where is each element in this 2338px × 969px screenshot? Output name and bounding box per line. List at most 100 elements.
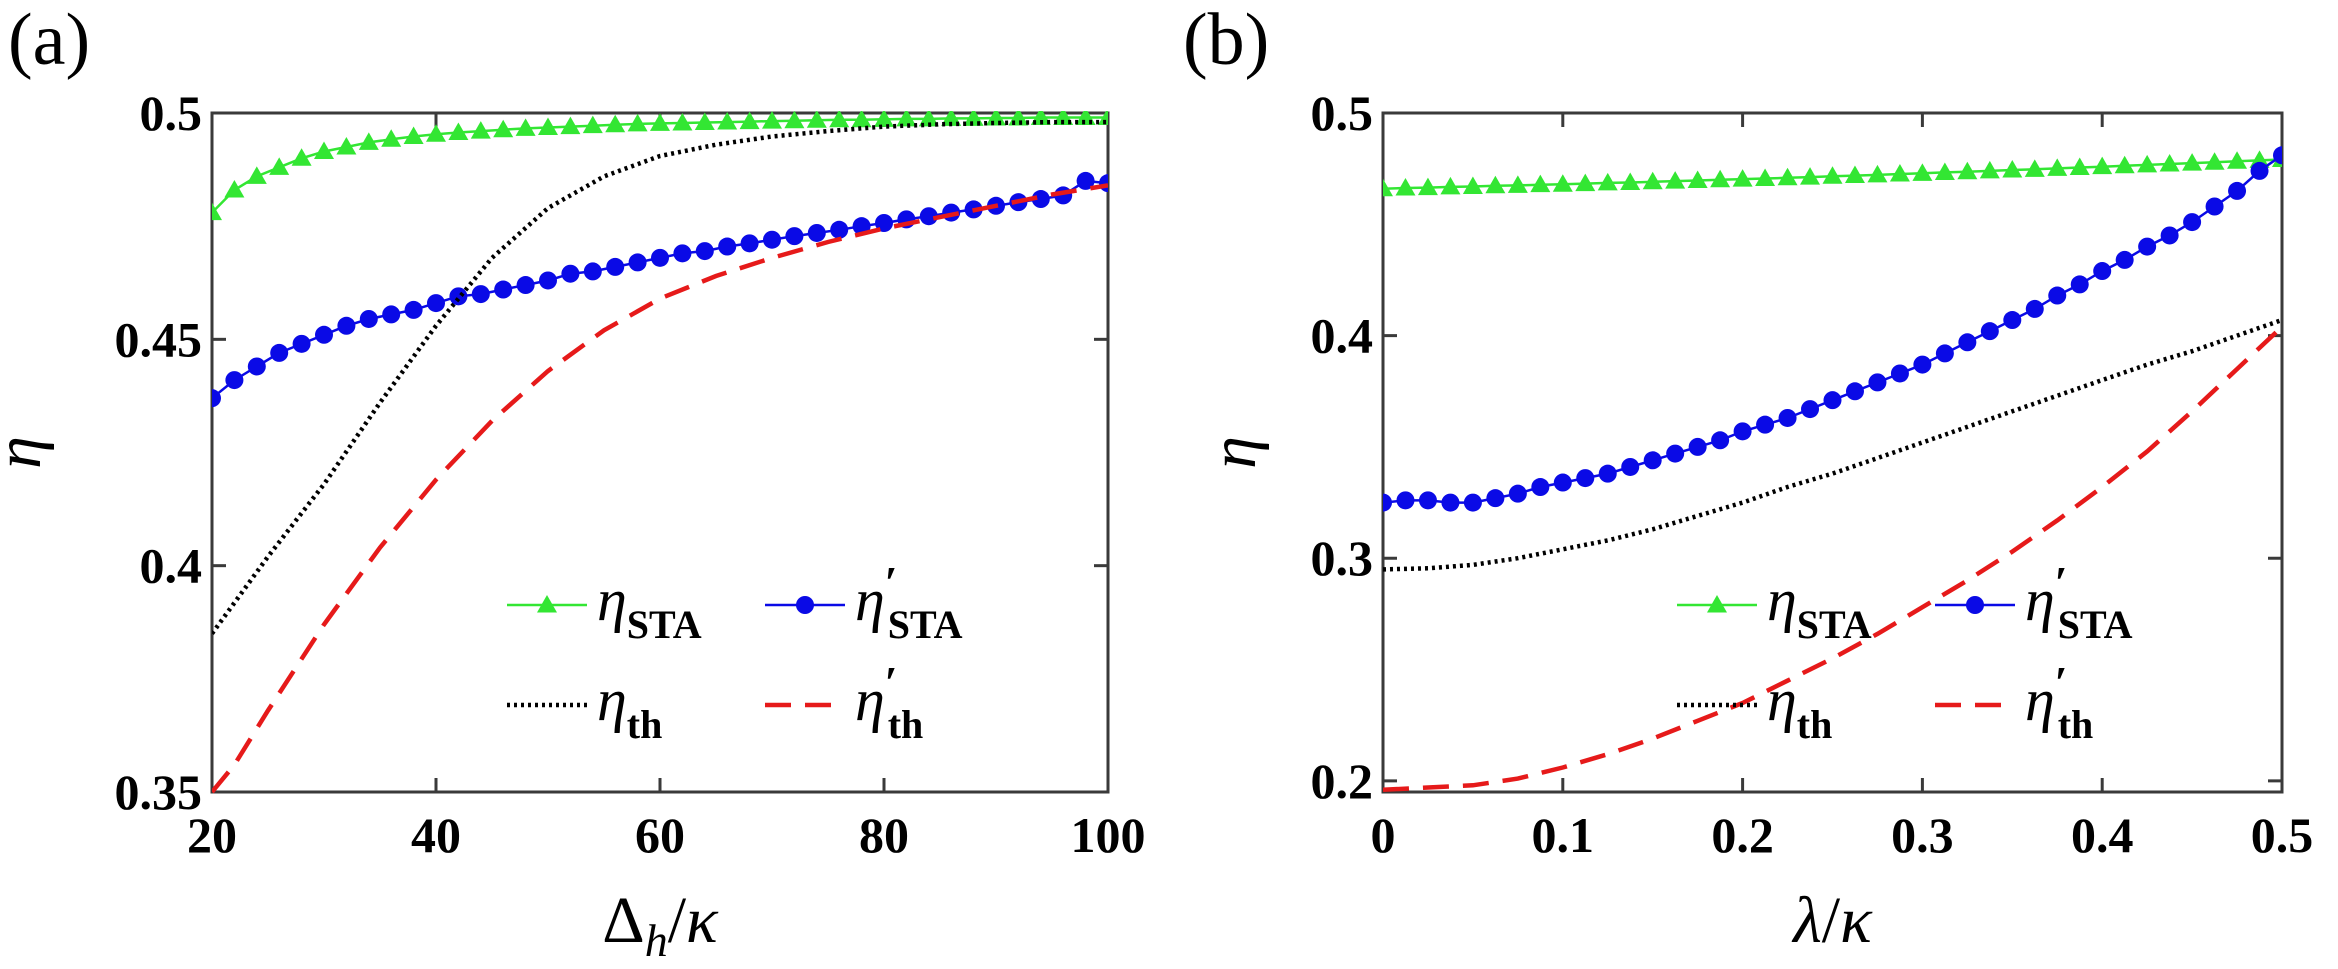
legend-label: ηSTA (597, 567, 702, 647)
data-point-eta-prime-sta (1396, 491, 1415, 510)
data-point-eta-prime-sta (449, 287, 468, 306)
data-point-eta-sta (2137, 154, 2158, 173)
data-point-eta-sta (1710, 169, 1731, 188)
data-point-eta-prime-sta (2048, 286, 2067, 305)
data-point-eta-prime-sta (1823, 391, 1842, 410)
data-layer (1383, 146, 2282, 793)
data-point-eta-prime-sta (606, 257, 625, 276)
legend-item-eta-prime-th: η′ th (765, 657, 923, 747)
data-point-eta-sta (1485, 175, 1506, 194)
data-point-eta-sta (762, 111, 782, 129)
legend-label: η′ th (2025, 657, 2093, 747)
data-point-eta-prime-sta (807, 223, 826, 242)
data-point-eta-sta (582, 115, 603, 134)
data-point-eta-sta (1844, 165, 1865, 184)
legend-marker (537, 595, 557, 613)
data-point-eta-sta (1530, 174, 1551, 193)
data-point-eta-sta (2047, 158, 2068, 176)
data-point-eta-sta (269, 157, 290, 175)
data-point-eta-prime-sta (1711, 431, 1730, 450)
data-point-eta-prime-sta (247, 357, 266, 376)
series-line-eta-prime-th (212, 183, 1108, 794)
data-point-eta-prime-sta (2003, 311, 2022, 330)
legend-item-eta-th: ηth (1677, 667, 1832, 747)
data-point-eta-prime-sta (382, 305, 401, 324)
data-point-eta-sta (1395, 178, 1416, 196)
data-point-eta-sta (986, 111, 1006, 126)
data-point-eta-sta (1755, 168, 1776, 186)
y-axis-label: η (1197, 436, 1270, 469)
y-tick-label: 0.3 (1311, 530, 1374, 586)
data-point-eta-sta (1912, 163, 1933, 181)
data-point-eta-prime-sta (270, 343, 289, 362)
data-point-eta-prime-sta (2250, 161, 2269, 180)
data-point-eta-sta (605, 114, 626, 133)
data-point-eta-prime-sta (1935, 344, 1954, 363)
data-point-eta-sta (2002, 159, 2023, 178)
data-point-eta-sta (1732, 169, 1753, 187)
x-tick-label: 0.5 (2251, 807, 2314, 863)
data-point-eta-prime-sta (1099, 174, 1108, 193)
x-tick-label: 0.1 (1532, 807, 1595, 863)
data-point-eta-sta (2069, 157, 2090, 176)
data-point-eta-sta (874, 111, 894, 127)
data-point-eta-sta (1800, 167, 1821, 185)
data-point-eta-sta (381, 129, 402, 147)
data-point-eta-prime-sta (427, 294, 445, 313)
data-point-eta-sta (2159, 153, 2180, 172)
data-point-eta-prime-sta (1890, 364, 1909, 383)
y-tick-label: 0.35 (115, 764, 203, 820)
data-point-eta-prime-sta (1383, 493, 1392, 512)
x-axis-label: λ/κ (1791, 884, 1873, 957)
data-point-eta-sta (2092, 156, 2113, 175)
series-line-eta-th (1383, 317, 2282, 572)
data-point-eta-prime-sta (2115, 250, 2134, 269)
y-tick-label: 0.5 (1311, 85, 1374, 141)
y-axis-label: η (0, 436, 55, 469)
data-point-eta-sta (1462, 176, 1483, 194)
data-point-eta-sta (1440, 176, 1461, 195)
data-point-eta-prime-sta (494, 280, 513, 299)
data-point-eta-prime-sta (1076, 171, 1095, 190)
legend-label: η′ STA (855, 557, 963, 647)
data-point-eta-sta (1979, 160, 2000, 179)
data-point-eta-sta (2182, 153, 2203, 171)
data-point-eta-prime-sta (2160, 226, 2179, 245)
legend: ηSTA η′ STA ηth η′ th (1677, 557, 2133, 747)
legend-label: η′ STA (2025, 557, 2133, 647)
data-point-eta-prime-sta (404, 300, 423, 319)
data-point-eta-prime-sta (583, 262, 602, 281)
legend: ηSTA η′ STA ηth η′ th (507, 557, 963, 747)
data-point-eta-prime-sta (1756, 415, 1775, 434)
data-point-eta-sta (1417, 177, 1438, 196)
data-point-eta-sta (1822, 166, 1843, 184)
data-point-eta-prime-sta (359, 309, 378, 328)
data-point-eta-prime-sta (1868, 373, 1887, 392)
data-point-eta-sta (2204, 152, 2225, 170)
data-point-eta-sta (1383, 178, 1393, 197)
data-point-eta-prime-sta (763, 230, 781, 249)
y-tick-label: 0.5 (140, 85, 203, 141)
x-tick-label: 0 (1371, 807, 1396, 863)
data-layer (212, 111, 1108, 794)
data-point-eta-sta (448, 122, 469, 140)
x-tick-label: 100 (1071, 807, 1146, 863)
data-point-eta-sta (426, 124, 446, 142)
data-point-eta-prime-sta (1778, 408, 1797, 427)
data-point-eta-prime-sta (1913, 355, 1932, 374)
data-point-eta-sta (1957, 161, 1978, 180)
data-point-eta-prime-sta (292, 334, 311, 353)
legend-marker (1707, 595, 1727, 613)
data-point-eta-prime-sta (2138, 237, 2157, 256)
data-point-eta-sta (851, 111, 872, 128)
data-point-eta-sta (493, 119, 514, 138)
data-point-eta-sta (2227, 151, 2248, 169)
x-tick-label: 60 (635, 807, 685, 863)
y-tick-label: 0.45 (115, 311, 203, 367)
data-point-eta-prime-sta (1621, 457, 1640, 476)
data-point-eta-sta (1642, 171, 1663, 190)
data-point-eta-prime-sta (1666, 444, 1685, 463)
legend-marker (1966, 596, 1984, 614)
series-line-eta-th (212, 119, 1108, 635)
x-tick-label: 20 (187, 807, 237, 863)
